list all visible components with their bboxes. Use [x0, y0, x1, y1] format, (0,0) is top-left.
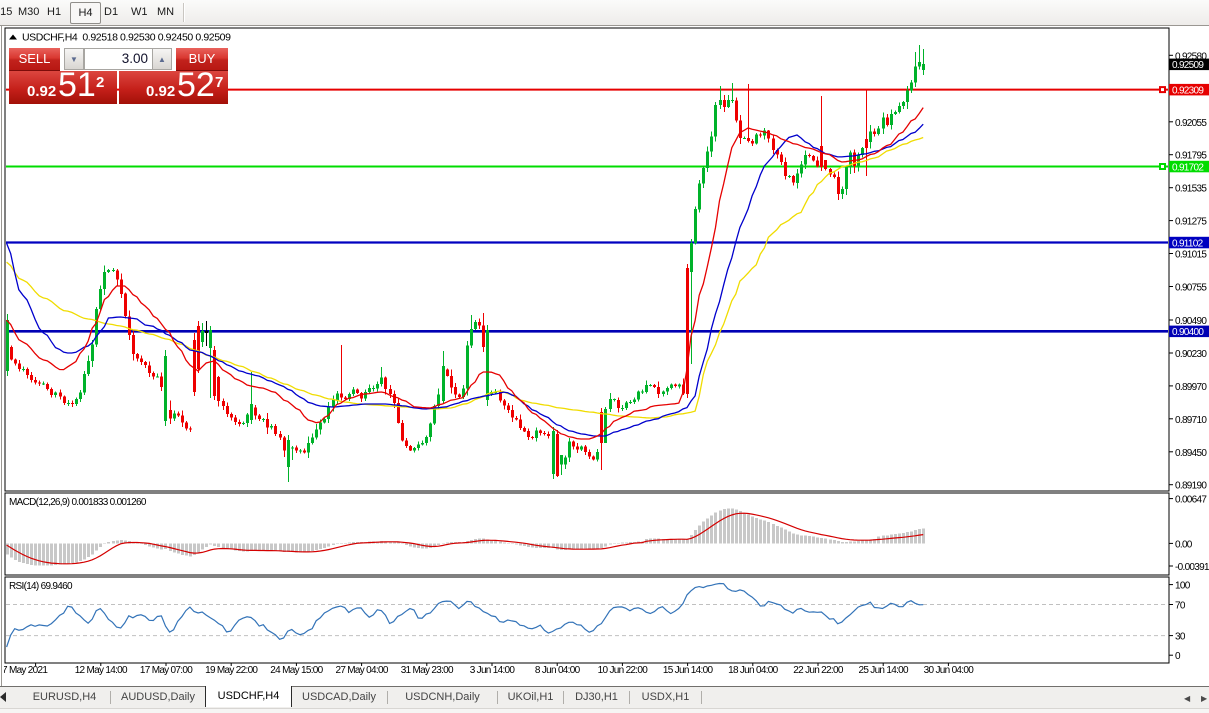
svg-text:70: 70 [1175, 601, 1186, 612]
svg-text:24 May 15:00: 24 May 15:00 [270, 665, 323, 676]
svg-text:0.91102: 0.91102 [1172, 238, 1204, 249]
svg-text:0.00647: 0.00647 [1175, 495, 1207, 506]
svg-text:7 May 2021: 7 May 2021 [2, 665, 48, 676]
svg-text:8 Jun 04:00: 8 Jun 04:00 [535, 665, 581, 676]
svg-text:0: 0 [1175, 651, 1181, 662]
svg-text:0.91275: 0.91275 [1175, 217, 1207, 228]
svg-text:0.89190: 0.89190 [1175, 481, 1207, 492]
svg-text:0.92509: 0.92509 [1172, 60, 1204, 71]
svg-text:30: 30 [1175, 632, 1186, 643]
svg-text:-0.003916: -0.003916 [1175, 562, 1209, 573]
svg-text:0.89450: 0.89450 [1175, 448, 1207, 459]
svg-text:USDCHF,H4 0.92518 0.92530 0.9: USDCHF,H4 0.92518 0.92530 0.92450 0.9250… [22, 32, 231, 44]
svg-text:0.92309: 0.92309 [1172, 85, 1204, 96]
svg-text:0.92055: 0.92055 [1175, 118, 1207, 129]
svg-text:15 Jun 14:00: 15 Jun 14:00 [663, 665, 714, 676]
svg-text:0.90490: 0.90490 [1175, 316, 1207, 327]
svg-text:0.89970: 0.89970 [1175, 382, 1207, 393]
svg-text:0.89710: 0.89710 [1175, 415, 1207, 426]
svg-text:0.91795: 0.91795 [1175, 151, 1207, 162]
svg-text:19 May 22:00: 19 May 22:00 [205, 665, 258, 676]
svg-text:12 May 14:00: 12 May 14:00 [75, 665, 128, 676]
svg-text:10 Jun 22:00: 10 Jun 22:00 [598, 665, 649, 676]
svg-text:0.92580: 0.92580 [1175, 51, 1207, 62]
svg-text:30 Jun 04:00: 30 Jun 04:00 [924, 665, 975, 676]
svg-text:31 May 23:00: 31 May 23:00 [401, 665, 454, 676]
svg-text:25 Jun 14:00: 25 Jun 14:00 [858, 665, 909, 676]
svg-text:0.90755: 0.90755 [1175, 283, 1207, 294]
svg-text:0.90230: 0.90230 [1175, 349, 1207, 360]
svg-text:27 May 04:00: 27 May 04:00 [335, 665, 388, 676]
svg-text:0.91702: 0.91702 [1172, 162, 1204, 173]
svg-text:0.00: 0.00 [1175, 539, 1193, 550]
svg-text:100: 100 [1175, 581, 1191, 592]
svg-text:18 Jun 04:00: 18 Jun 04:00 [728, 665, 779, 676]
svg-text:0.91015: 0.91015 [1175, 250, 1207, 261]
svg-text:0.90400: 0.90400 [1172, 327, 1204, 338]
svg-text:0.91535: 0.91535 [1175, 184, 1207, 195]
svg-text:3 Jun 14:00: 3 Jun 14:00 [470, 665, 516, 676]
svg-text:22 Jun 22:00: 22 Jun 22:00 [793, 665, 844, 676]
svg-text:MACD(12,26,9) 0.001833 0.00126: MACD(12,26,9) 0.001833 0.001260 [9, 497, 147, 508]
svg-text:RSI(14) 69.9460: RSI(14) 69.9460 [9, 581, 73, 592]
svg-text:17 May 07:00: 17 May 07:00 [140, 665, 193, 676]
